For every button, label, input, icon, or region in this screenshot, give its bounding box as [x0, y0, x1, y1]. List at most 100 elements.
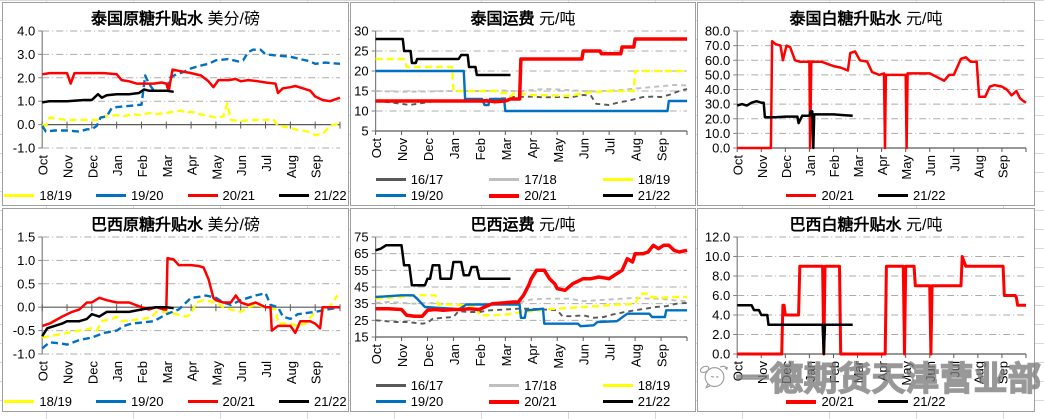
svg-text:15: 15: [354, 84, 368, 99]
legend-swatch: [279, 400, 310, 403]
svg-text:Jun: Jun: [234, 155, 249, 176]
svg-text:Nov: Nov: [755, 361, 770, 385]
svg-text:20.0: 20.0: [705, 111, 730, 126]
chart-brazil-white-sugar-premium: 巴西白糖升贴水 元/吨 12.0 10.0 8.0 6.0 4.0 2.0 0.0 Oct No…: [697, 208, 1035, 412]
legend-swatch: [375, 194, 406, 197]
legend-label: 19/20: [410, 394, 444, 409]
svg-text:40.0: 40.0: [705, 82, 730, 97]
svg-text:Jan: Jan: [110, 155, 125, 176]
svg-text:Dec: Dec: [421, 344, 436, 368]
chart-title: 泰国白糖升贴水 元/吨: [698, 5, 1034, 29]
svg-text:8.0: 8.0: [712, 269, 730, 284]
svg-text:Sep: Sep: [655, 138, 670, 161]
svg-text:10.0: 10.0: [705, 249, 730, 264]
legend-swatch: [878, 194, 908, 197]
legend-swatch: [602, 384, 633, 387]
chart-title: 泰国原糖升贴水 美分/磅: [3, 5, 348, 29]
svg-text:Jun: Jun: [923, 155, 938, 176]
series-line-20-21: [737, 255, 1026, 356]
svg-text:Feb: Feb: [827, 155, 842, 177]
chart-title-text: 泰国运费: [470, 11, 535, 28]
svg-text:70.0: 70.0: [705, 38, 730, 53]
svg-text:25: 25: [354, 313, 368, 328]
svg-text:75: 75: [354, 230, 368, 245]
chart-title-text: 巴西运费: [470, 217, 535, 234]
svg-text:Feb: Feb: [473, 138, 488, 160]
svg-text:Feb: Feb: [473, 344, 488, 366]
legend-swatch: [95, 194, 126, 197]
svg-text:-1.0: -1.0: [13, 347, 35, 362]
svg-text:10.0: 10.0: [705, 126, 730, 141]
svg-text:Mar: Mar: [851, 154, 866, 177]
svg-text:May: May: [899, 361, 914, 386]
series-line-16-17: [375, 301, 688, 325]
legend-swatch: [489, 399, 520, 404]
svg-text:3.0: 3.0: [17, 47, 35, 62]
legend-swatch: [375, 400, 406, 403]
svg-text:Jul: Jul: [603, 344, 618, 361]
svg-text:Aug: Aug: [971, 361, 986, 384]
chart-legend: 20/21 21/22: [698, 394, 1034, 409]
svg-text:Jul: Jul: [947, 361, 962, 378]
legend-label: 18/19: [637, 172, 671, 187]
legend-label: 20/21: [524, 394, 557, 409]
svg-text:Oct: Oct: [369, 138, 384, 159]
svg-text:Apr: Apr: [525, 343, 540, 364]
legend-label: 20/21: [222, 394, 256, 409]
svg-text:-0.5: -0.5: [13, 323, 35, 338]
svg-text:Jan: Jan: [447, 344, 462, 365]
legend-item-18-19: 18/19: [4, 188, 72, 203]
svg-text:10: 10: [354, 104, 368, 119]
series-line-17-18: [375, 296, 688, 306]
legend-swatch: [786, 194, 817, 197]
svg-text:Oct: Oct: [731, 155, 746, 176]
chart-legend: 16/17 17/18 18/19 19/20 20/21 21/22: [351, 172, 695, 203]
legend-swatch: [4, 194, 35, 197]
legend-label: 18/19: [39, 188, 72, 203]
svg-text:Feb: Feb: [135, 155, 150, 177]
legend-label: 21/22: [314, 188, 347, 203]
svg-text:Jul: Jul: [603, 138, 618, 155]
svg-text:Oct: Oct: [36, 155, 51, 176]
legend-swatch: [602, 400, 633, 403]
svg-text:0.0: 0.0: [17, 300, 35, 315]
chart-title-unit: 元/吨: [906, 11, 943, 28]
legend-item-17-18: 17/18: [466, 172, 580, 187]
legend-item-20-21: 20/21: [466, 394, 580, 409]
svg-text:May: May: [899, 155, 914, 180]
svg-text:0.0: 0.0: [712, 141, 730, 156]
svg-text:30.0: 30.0: [705, 97, 730, 112]
svg-text:30: 30: [354, 24, 368, 39]
chart-legend: 18/19 19/20 20/21 21/22: [3, 394, 348, 409]
chart-title-unit: 元/吨: [539, 11, 576, 28]
legend-swatch: [489, 384, 520, 387]
legend-item-16-17: 16/17: [353, 172, 467, 187]
series-line-20-21: [737, 39, 1027, 150]
chart-brazil-freight: 巴西运费 元/吨 75 65 55 45 35 25 15 Oct Nov Dec Jan Feb Ma…: [350, 208, 696, 412]
chart-title-unit: 元/吨: [906, 217, 943, 234]
chart-thai-raw-sugar-premium: 泰国原糖升贴水 美分/磅 4.0 3.0 2.0 1.0 0.0 -1.0 Oct Nov De…: [2, 2, 349, 206]
svg-text:Jan: Jan: [110, 361, 125, 382]
legend-label: 17/18: [524, 378, 557, 393]
svg-text:Jul: Jul: [947, 155, 962, 172]
svg-text:Mar: Mar: [499, 343, 514, 366]
svg-text:Apr: Apr: [875, 154, 890, 175]
svg-text:25: 25: [354, 44, 368, 59]
chart-title-text: 泰国白糖升贴水: [789, 11, 902, 28]
legend-swatch: [602, 194, 633, 197]
svg-text:80.0: 80.0: [705, 24, 730, 39]
legend-swatch: [95, 400, 126, 403]
svg-text:1.5: 1.5: [17, 230, 35, 245]
svg-text:12.0: 12.0: [705, 230, 730, 245]
series-line-20-21: [41, 256, 340, 335]
svg-text:Dec: Dec: [779, 155, 794, 179]
svg-text:Mar: Mar: [499, 137, 514, 160]
legend-item-21-22: 21/22: [279, 394, 347, 409]
legend-item-20-21: 20/21: [187, 394, 256, 409]
legend-label: 20/21: [821, 394, 854, 409]
chart-title-unit: 美分/磅: [207, 11, 260, 28]
legend-label: 19/20: [130, 394, 164, 409]
